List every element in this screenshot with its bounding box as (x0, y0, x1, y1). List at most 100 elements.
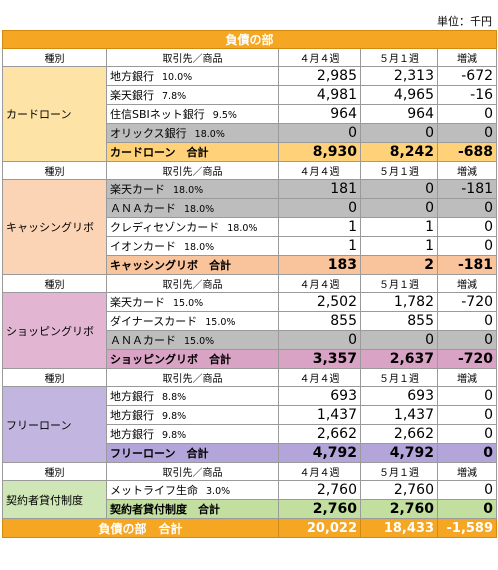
value-diff-cell[interactable]: 0 (436, 236, 498, 256)
grand-total-diff-cell[interactable]: -1,589 (436, 518, 498, 538)
category-cell[interactable]: 契約者貸付制度 (2, 480, 107, 519)
value-diff-cell[interactable]: 0 (436, 480, 498, 500)
header-name[interactable]: 取引先／商品 (106, 161, 279, 180)
item-name-cell[interactable]: 楽天カード 18.0% (106, 179, 279, 199)
value-diff-cell[interactable]: 0 (436, 311, 498, 331)
value-a-cell[interactable]: 2,985 (278, 66, 361, 86)
subtotal-label[interactable]: キャッシングリボ 合計 (106, 255, 279, 275)
header-name[interactable]: 取引先／商品 (106, 462, 279, 481)
subtotal-b-cell[interactable]: 2 (360, 255, 438, 275)
value-b-cell[interactable]: 964 (360, 104, 438, 124)
value-diff-cell[interactable]: 0 (436, 198, 498, 218)
header-week-b[interactable]: ５月１週 (360, 48, 438, 67)
value-b-cell[interactable]: 1,437 (360, 405, 438, 425)
header-type[interactable]: 種別 (2, 274, 107, 293)
subtotal-b-cell[interactable]: 2,760 (360, 499, 438, 519)
header-week-a[interactable]: ４月４週 (278, 368, 361, 387)
subtotal-diff-cell[interactable]: -720 (436, 349, 498, 369)
value-a-cell[interactable]: 2,662 (278, 424, 361, 444)
header-diff[interactable]: 増減 (436, 48, 498, 67)
subtotal-b-cell[interactable]: 8,242 (360, 142, 438, 162)
value-a-cell[interactable]: 181 (278, 179, 361, 199)
item-name-cell[interactable]: 地方銀行 8.8% (106, 386, 279, 406)
header-week-a[interactable]: ４月４週 (278, 161, 361, 180)
item-name-cell[interactable]: 地方銀行 9.8% (106, 405, 279, 425)
header-diff[interactable]: 増減 (436, 274, 498, 293)
value-diff-cell[interactable]: -16 (436, 85, 498, 105)
item-name-cell[interactable]: クレディセゾンカード 18.0% (106, 217, 279, 237)
value-a-cell[interactable]: 0 (278, 198, 361, 218)
value-b-cell[interactable]: 0 (360, 179, 438, 199)
item-name-cell[interactable]: 住信SBIネット銀行 9.5% (106, 104, 279, 124)
value-a-cell[interactable]: 2,760 (278, 480, 361, 500)
header-diff[interactable]: 増減 (436, 161, 498, 180)
subtotal-a-cell[interactable]: 4,792 (278, 443, 361, 463)
value-b-cell[interactable]: 0 (360, 330, 438, 350)
table-title[interactable]: 負債の部 (1, 30, 498, 49)
value-b-cell[interactable]: 0 (360, 198, 438, 218)
value-a-cell[interactable]: 1 (278, 217, 361, 237)
grand-total-a-cell[interactable]: 20,022 (278, 518, 361, 538)
category-cell[interactable]: キャッシングリボ (2, 179, 107, 275)
subtotal-a-cell[interactable]: 8,930 (278, 142, 361, 162)
value-b-cell[interactable]: 0 (360, 123, 438, 143)
header-name[interactable]: 取引先／商品 (106, 274, 279, 293)
item-name-cell[interactable]: イオンカード 18.0% (106, 236, 279, 256)
subtotal-diff-cell[interactable]: 0 (436, 443, 498, 463)
value-a-cell[interactable]: 964 (278, 104, 361, 124)
value-b-cell[interactable]: 855 (360, 311, 438, 331)
value-a-cell[interactable]: 4,981 (278, 85, 361, 105)
value-b-cell[interactable]: 693 (360, 386, 438, 406)
value-a-cell[interactable]: 2,502 (278, 292, 361, 312)
header-name[interactable]: 取引先／商品 (106, 368, 279, 387)
subtotal-diff-cell[interactable]: 0 (436, 499, 498, 519)
value-diff-cell[interactable]: 0 (436, 405, 498, 425)
subtotal-label[interactable]: ショッピングリボ 合計 (106, 349, 279, 369)
header-type[interactable]: 種別 (2, 462, 107, 481)
category-cell[interactable]: カードローン (2, 66, 107, 162)
value-diff-cell[interactable]: -720 (436, 292, 498, 312)
subtotal-label[interactable]: 契約者貸付制度 合計 (106, 499, 279, 519)
grand-total-b-cell[interactable]: 18,433 (360, 518, 438, 538)
value-a-cell[interactable]: 855 (278, 311, 361, 331)
subtotal-label[interactable]: カードローン 合計 (106, 142, 279, 162)
value-diff-cell[interactable]: -181 (436, 179, 498, 199)
item-name-cell[interactable]: 地方銀行 10.0% (106, 66, 279, 86)
item-name-cell[interactable]: 地方銀行 9.8% (106, 424, 279, 444)
value-b-cell[interactable]: 2,760 (360, 480, 438, 500)
header-week-b[interactable]: ５月１週 (360, 368, 438, 387)
header-diff[interactable]: 増減 (436, 368, 498, 387)
item-name-cell[interactable]: 楽天カード 15.0% (106, 292, 279, 312)
item-name-cell[interactable]: ダイナースカード 15.0% (106, 311, 279, 331)
value-a-cell[interactable]: 1,437 (278, 405, 361, 425)
value-b-cell[interactable]: 1 (360, 217, 438, 237)
header-week-b[interactable]: ５月１週 (360, 462, 438, 481)
item-name-cell[interactable]: 楽天銀行 7.8% (106, 85, 279, 105)
value-diff-cell[interactable]: 0 (436, 330, 498, 350)
subtotal-a-cell[interactable]: 3,357 (278, 349, 361, 369)
subtotal-b-cell[interactable]: 4,792 (360, 443, 438, 463)
value-diff-cell[interactable]: -672 (436, 66, 498, 86)
value-b-cell[interactable]: 2,313 (360, 66, 438, 86)
subtotal-diff-cell[interactable]: -181 (436, 255, 498, 275)
header-week-a[interactable]: ４月４週 (278, 274, 361, 293)
value-diff-cell[interactable]: 0 (436, 386, 498, 406)
value-diff-cell[interactable]: 0 (436, 104, 498, 124)
value-b-cell[interactable]: 2,662 (360, 424, 438, 444)
header-type[interactable]: 種別 (2, 368, 107, 387)
header-week-a[interactable]: ４月４週 (278, 48, 361, 67)
value-a-cell[interactable]: 1 (278, 236, 361, 256)
category-cell[interactable]: ショッピングリボ (2, 292, 107, 369)
header-diff[interactable]: 増減 (436, 462, 498, 481)
header-week-b[interactable]: ５月１週 (360, 274, 438, 293)
value-b-cell[interactable]: 1,782 (360, 292, 438, 312)
value-a-cell[interactable]: 693 (278, 386, 361, 406)
value-a-cell[interactable]: 0 (278, 330, 361, 350)
item-name-cell[interactable]: メットライフ生命 3.0% (106, 480, 279, 500)
subtotal-diff-cell[interactable]: -688 (436, 142, 498, 162)
header-week-a[interactable]: ４月４週 (278, 462, 361, 481)
subtotal-label[interactable]: フリーローン 合計 (106, 443, 279, 463)
header-type[interactable]: 種別 (2, 48, 107, 67)
subtotal-a-cell[interactable]: 2,760 (278, 499, 361, 519)
value-diff-cell[interactable]: 0 (436, 123, 498, 143)
